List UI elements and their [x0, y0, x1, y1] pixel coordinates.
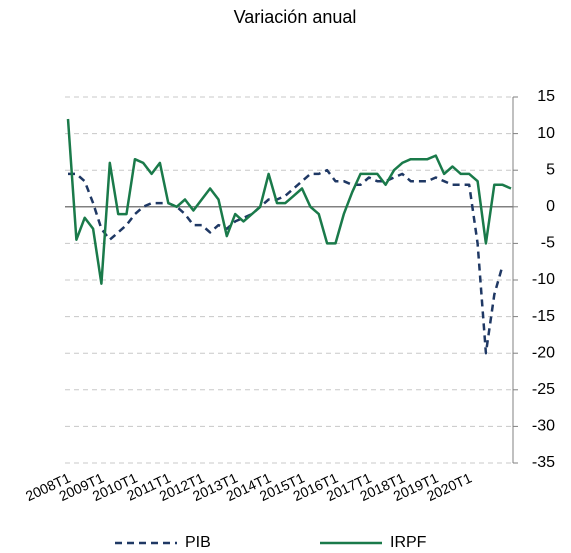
- y-tick-label: -25: [532, 381, 555, 398]
- series-line: [68, 168, 504, 355]
- series-line: [66, 118, 512, 285]
- y-tick-label: -5: [541, 235, 555, 252]
- y-tick-label: 0: [546, 198, 555, 215]
- y-tick-label: -10: [532, 271, 555, 288]
- legend-label: IRPF: [390, 534, 427, 551]
- y-tick-label: -35: [532, 454, 555, 471]
- chart-title: Variación anual: [234, 7, 357, 27]
- y-tick-label: 15: [537, 88, 555, 105]
- y-tick-label: 5: [546, 161, 555, 178]
- legend-label: PIB: [185, 534, 211, 551]
- y-tick-label: 10: [537, 125, 555, 142]
- y-tick-label: -30: [532, 418, 555, 435]
- y-tick-label: -20: [532, 344, 555, 361]
- y-tick-label: -15: [532, 308, 555, 325]
